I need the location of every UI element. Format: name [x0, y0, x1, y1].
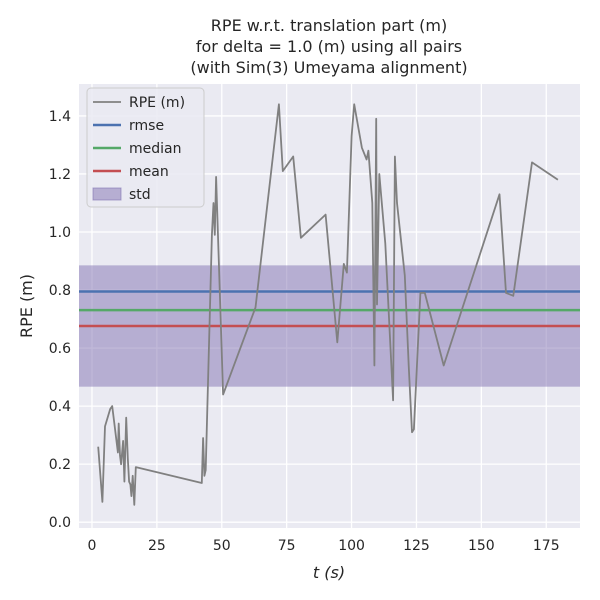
y-tick-label: 0.2	[49, 457, 71, 473]
title-line-2: for delta = 1.0 (m) using all pairs	[196, 37, 462, 56]
y-tick-labels: 0.0 0.2 0.4 0.6 0.8 1.0 1.2 1.4	[49, 109, 71, 531]
legend: RPE (m) rmse median mean std	[86, 87, 205, 208]
y-tick-label: 0.0	[49, 515, 71, 531]
x-tick-label: 25	[148, 538, 166, 554]
legend-label: rmse	[129, 118, 164, 134]
chart-title: RPE w.r.t. translation part (m) for delt…	[190, 16, 467, 77]
legend-swatch	[92, 187, 122, 201]
x-tick-label: 175	[533, 538, 560, 554]
legend-label: mean	[129, 164, 169, 180]
stat-lines	[79, 290, 580, 328]
x-tick-label: 50	[213, 538, 231, 554]
title-line-3: (with Sim(3) Umeyama alignment)	[190, 58, 467, 77]
legend-label: median	[129, 141, 181, 157]
y-tick-label: 1.2	[49, 167, 71, 183]
title-line-1: RPE w.r.t. translation part (m)	[211, 16, 447, 35]
x-tick-label: 125	[403, 538, 430, 554]
x-tick-label: 75	[278, 538, 296, 554]
x-tick-label: 150	[468, 538, 495, 554]
y-tick-label: 0.4	[49, 399, 71, 415]
x-axis-label: t (s)	[313, 563, 345, 582]
grid	[79, 84, 580, 528]
y-tick-label: 0.8	[49, 283, 71, 299]
legend-box	[86, 87, 205, 208]
rpe-series-line	[97, 103, 559, 506]
x-tick-label: 100	[338, 538, 365, 554]
y-tick-label: 0.6	[49, 341, 71, 357]
legend-label: std	[129, 187, 151, 203]
y-axis-label: RPE (m)	[17, 274, 36, 338]
legend-label: RPE (m)	[129, 95, 185, 111]
x-tick-label: 0	[88, 538, 97, 554]
series-layer	[97, 103, 559, 506]
y-tick-label: 1.4	[49, 109, 71, 125]
x-tick-labels: 0 25 50 75 100 125 150 175	[88, 538, 560, 554]
y-tick-label: 1.0	[49, 225, 71, 241]
